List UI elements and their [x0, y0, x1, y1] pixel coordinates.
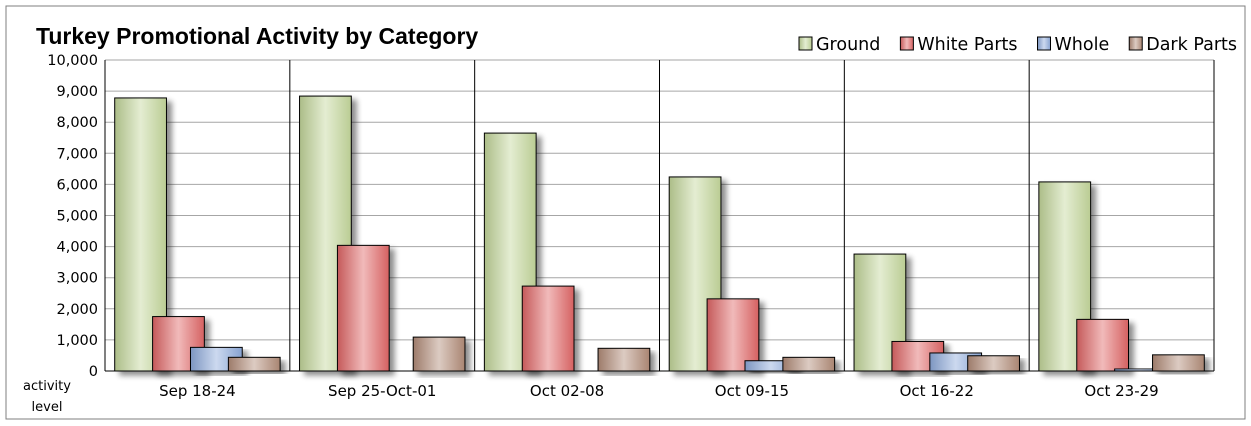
- x-tick-label-sep-18-24: Sep 18-24: [159, 382, 236, 400]
- x-tick-label-oct-16-22: Oct 16-22: [900, 382, 974, 400]
- legend-label-dark-parts: Dark Parts: [1146, 35, 1237, 55]
- y-tick-label-9-000: 9,000: [56, 84, 98, 100]
- bar-white-parts-sep-25-oct-01: [336, 244, 390, 372]
- bar-dark-parts-sep-18-24: [227, 356, 281, 372]
- x-tick-label-sep-25-oct-01: Sep 25-Oct-01: [328, 382, 436, 400]
- legend-swatch-dark-parts: [1128, 36, 1143, 51]
- bar-dark-parts-oct-02-08: [597, 347, 651, 372]
- y-tick-label-6-000: 6,000: [56, 177, 98, 193]
- bars: [114, 95, 1205, 372]
- legend-label-ground: Ground: [816, 35, 880, 55]
- legend: Ground White Parts Whole Dark Parts: [798, 35, 1237, 55]
- x-tick-label-oct-02-08: Oct 02-08: [530, 382, 604, 400]
- bar-dark-parts-oct-23-29: [1152, 354, 1205, 372]
- y-tick-label-5-000: 5,000: [56, 209, 98, 225]
- legend-item-white-parts: White Parts: [899, 35, 1018, 55]
- bar-white-parts-oct-02-08: [521, 285, 575, 372]
- bar-white-parts-oct-09-15: [706, 298, 760, 372]
- bar-white-parts-oct-23-29: [1076, 318, 1130, 372]
- y-axis-label-line-2: level: [32, 400, 63, 415]
- gridlines: [105, 59, 1214, 371]
- legend-swatch-ground: [798, 36, 813, 51]
- x-tick-label-oct-09-15: Oct 09-15: [715, 382, 789, 400]
- y-tick-label-3-000: 3,000: [56, 271, 98, 287]
- chart-title: Turkey Promotional Activity by Category: [36, 23, 478, 49]
- legend-item-whole: Whole: [1037, 35, 1110, 55]
- y-tick-label-1-000: 1,000: [56, 333, 98, 349]
- axes: [104, 60, 1215, 372]
- legend-item-ground: Ground: [798, 35, 880, 55]
- bar-ground-sep-18-24: [114, 97, 167, 372]
- y-tick-label-8-000: 8,000: [56, 115, 98, 131]
- legend-label-white-parts: White Parts: [917, 35, 1017, 55]
- y-tick-label-2-000: 2,000: [56, 302, 98, 318]
- bar-dark-parts-oct-09-15: [782, 356, 836, 372]
- y-tick-label-10-000: 10,000: [47, 53, 98, 69]
- bar-dark-parts-oct-16-22: [967, 355, 1020, 372]
- bar-dark-parts-sep-25-oct-01: [412, 336, 466, 372]
- legend-item-dark-parts: Dark Parts: [1128, 35, 1237, 55]
- x-tick-label-oct-23-29: Oct 23-29: [1084, 382, 1158, 400]
- y-tick-label-7-000: 7,000: [56, 146, 98, 162]
- y-tick-label-0: 0: [89, 364, 98, 380]
- y-axis-label-line-1: activity: [23, 379, 71, 394]
- legend-label-whole: Whole: [1055, 35, 1110, 55]
- legend-swatch-whole: [1037, 36, 1051, 51]
- y-tick-labels: 0 1,000 2,000 3,000 4,000 5,000 6,000 7,000 8,00…: [47, 53, 98, 380]
- x-category-labels: Sep 18-24 Sep 25-Oct-01 Oct 02-08 Oct 09-15…: [159, 382, 1159, 400]
- legend-swatch-white-parts: [899, 36, 914, 51]
- y-tick-label-4-000: 4,000: [56, 240, 98, 256]
